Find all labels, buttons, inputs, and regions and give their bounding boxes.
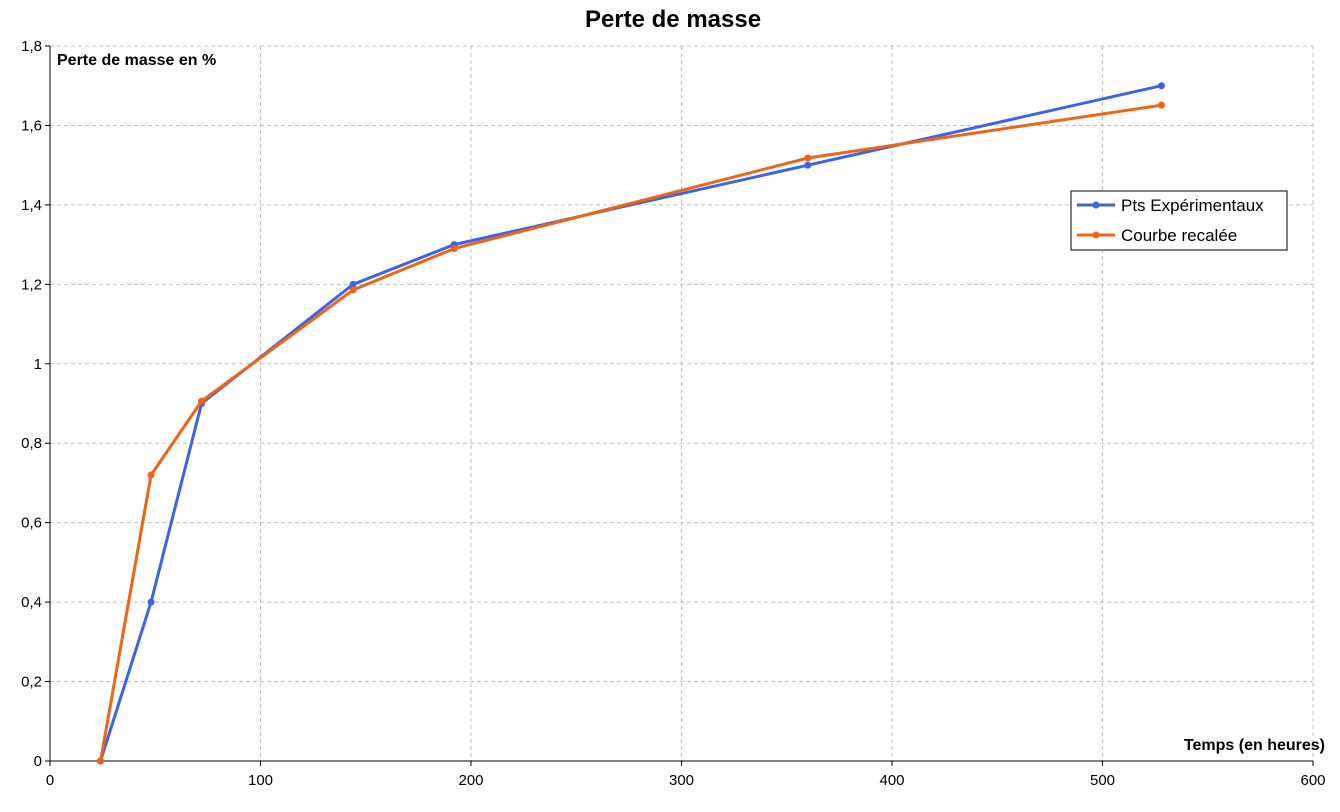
- x-tick-label: 100: [248, 772, 273, 789]
- y-tick-label: 1,6: [21, 117, 42, 134]
- tick-labels: 0 0,2 0,4 0,6 0,8 1 1,2 1,4 1,6 1,8 0 100 200 300 400 5…: [21, 38, 1325, 789]
- y-tick-label: 1,4: [21, 197, 42, 214]
- y-tick-label: 1,2: [21, 276, 42, 293]
- y-tick-label: 0: [34, 753, 42, 770]
- gridlines: [50, 45, 1314, 761]
- x-tick-label: 300: [669, 772, 694, 789]
- y-tick-label: 0,6: [21, 515, 42, 532]
- y-tick-label: 0,2: [21, 674, 42, 691]
- y-tick-label: 0,8: [21, 435, 42, 452]
- legend-marker-experimental: [1092, 201, 1100, 209]
- data-point: [450, 245, 458, 253]
- data-point: [804, 154, 812, 162]
- legend: Pts Expérimentaux Courbe recalée: [1070, 190, 1288, 251]
- data-point: [1157, 82, 1165, 90]
- legend-label-fitted: Courbe recalée: [1121, 226, 1237, 245]
- data-point: [804, 161, 812, 169]
- data-point: [349, 280, 357, 288]
- chart-title: Perte de masse: [585, 6, 761, 33]
- series-line-0: [99, 84, 1162, 762]
- data-point: [198, 397, 206, 405]
- y-tick-label: 1: [34, 356, 42, 373]
- x-tick-label: 500: [1090, 772, 1115, 789]
- y-tick-label: 0,4: [21, 594, 42, 611]
- x-tick-label: 400: [879, 772, 904, 789]
- data-point: [147, 598, 155, 606]
- data-point: [349, 286, 357, 294]
- x-tick-label: 200: [458, 772, 483, 789]
- data-point: [97, 757, 105, 765]
- data-point: [147, 471, 155, 479]
- y-axis-label: Perte de masse en %: [57, 52, 216, 69]
- series-group: [97, 82, 1165, 765]
- x-axis-label: Temps (en heures): [1184, 737, 1325, 754]
- y-tick-label: 1,8: [21, 38, 42, 55]
- legend-marker-fitted: [1092, 231, 1100, 239]
- x-tick-label: 600: [1300, 772, 1325, 789]
- series-line-1: [99, 103, 1162, 762]
- data-point: [1157, 101, 1165, 109]
- legend-label-experimental: Pts Expérimentaux: [1121, 196, 1264, 215]
- x-tick-label: 0: [46, 772, 54, 789]
- axes: [45, 45, 1314, 766]
